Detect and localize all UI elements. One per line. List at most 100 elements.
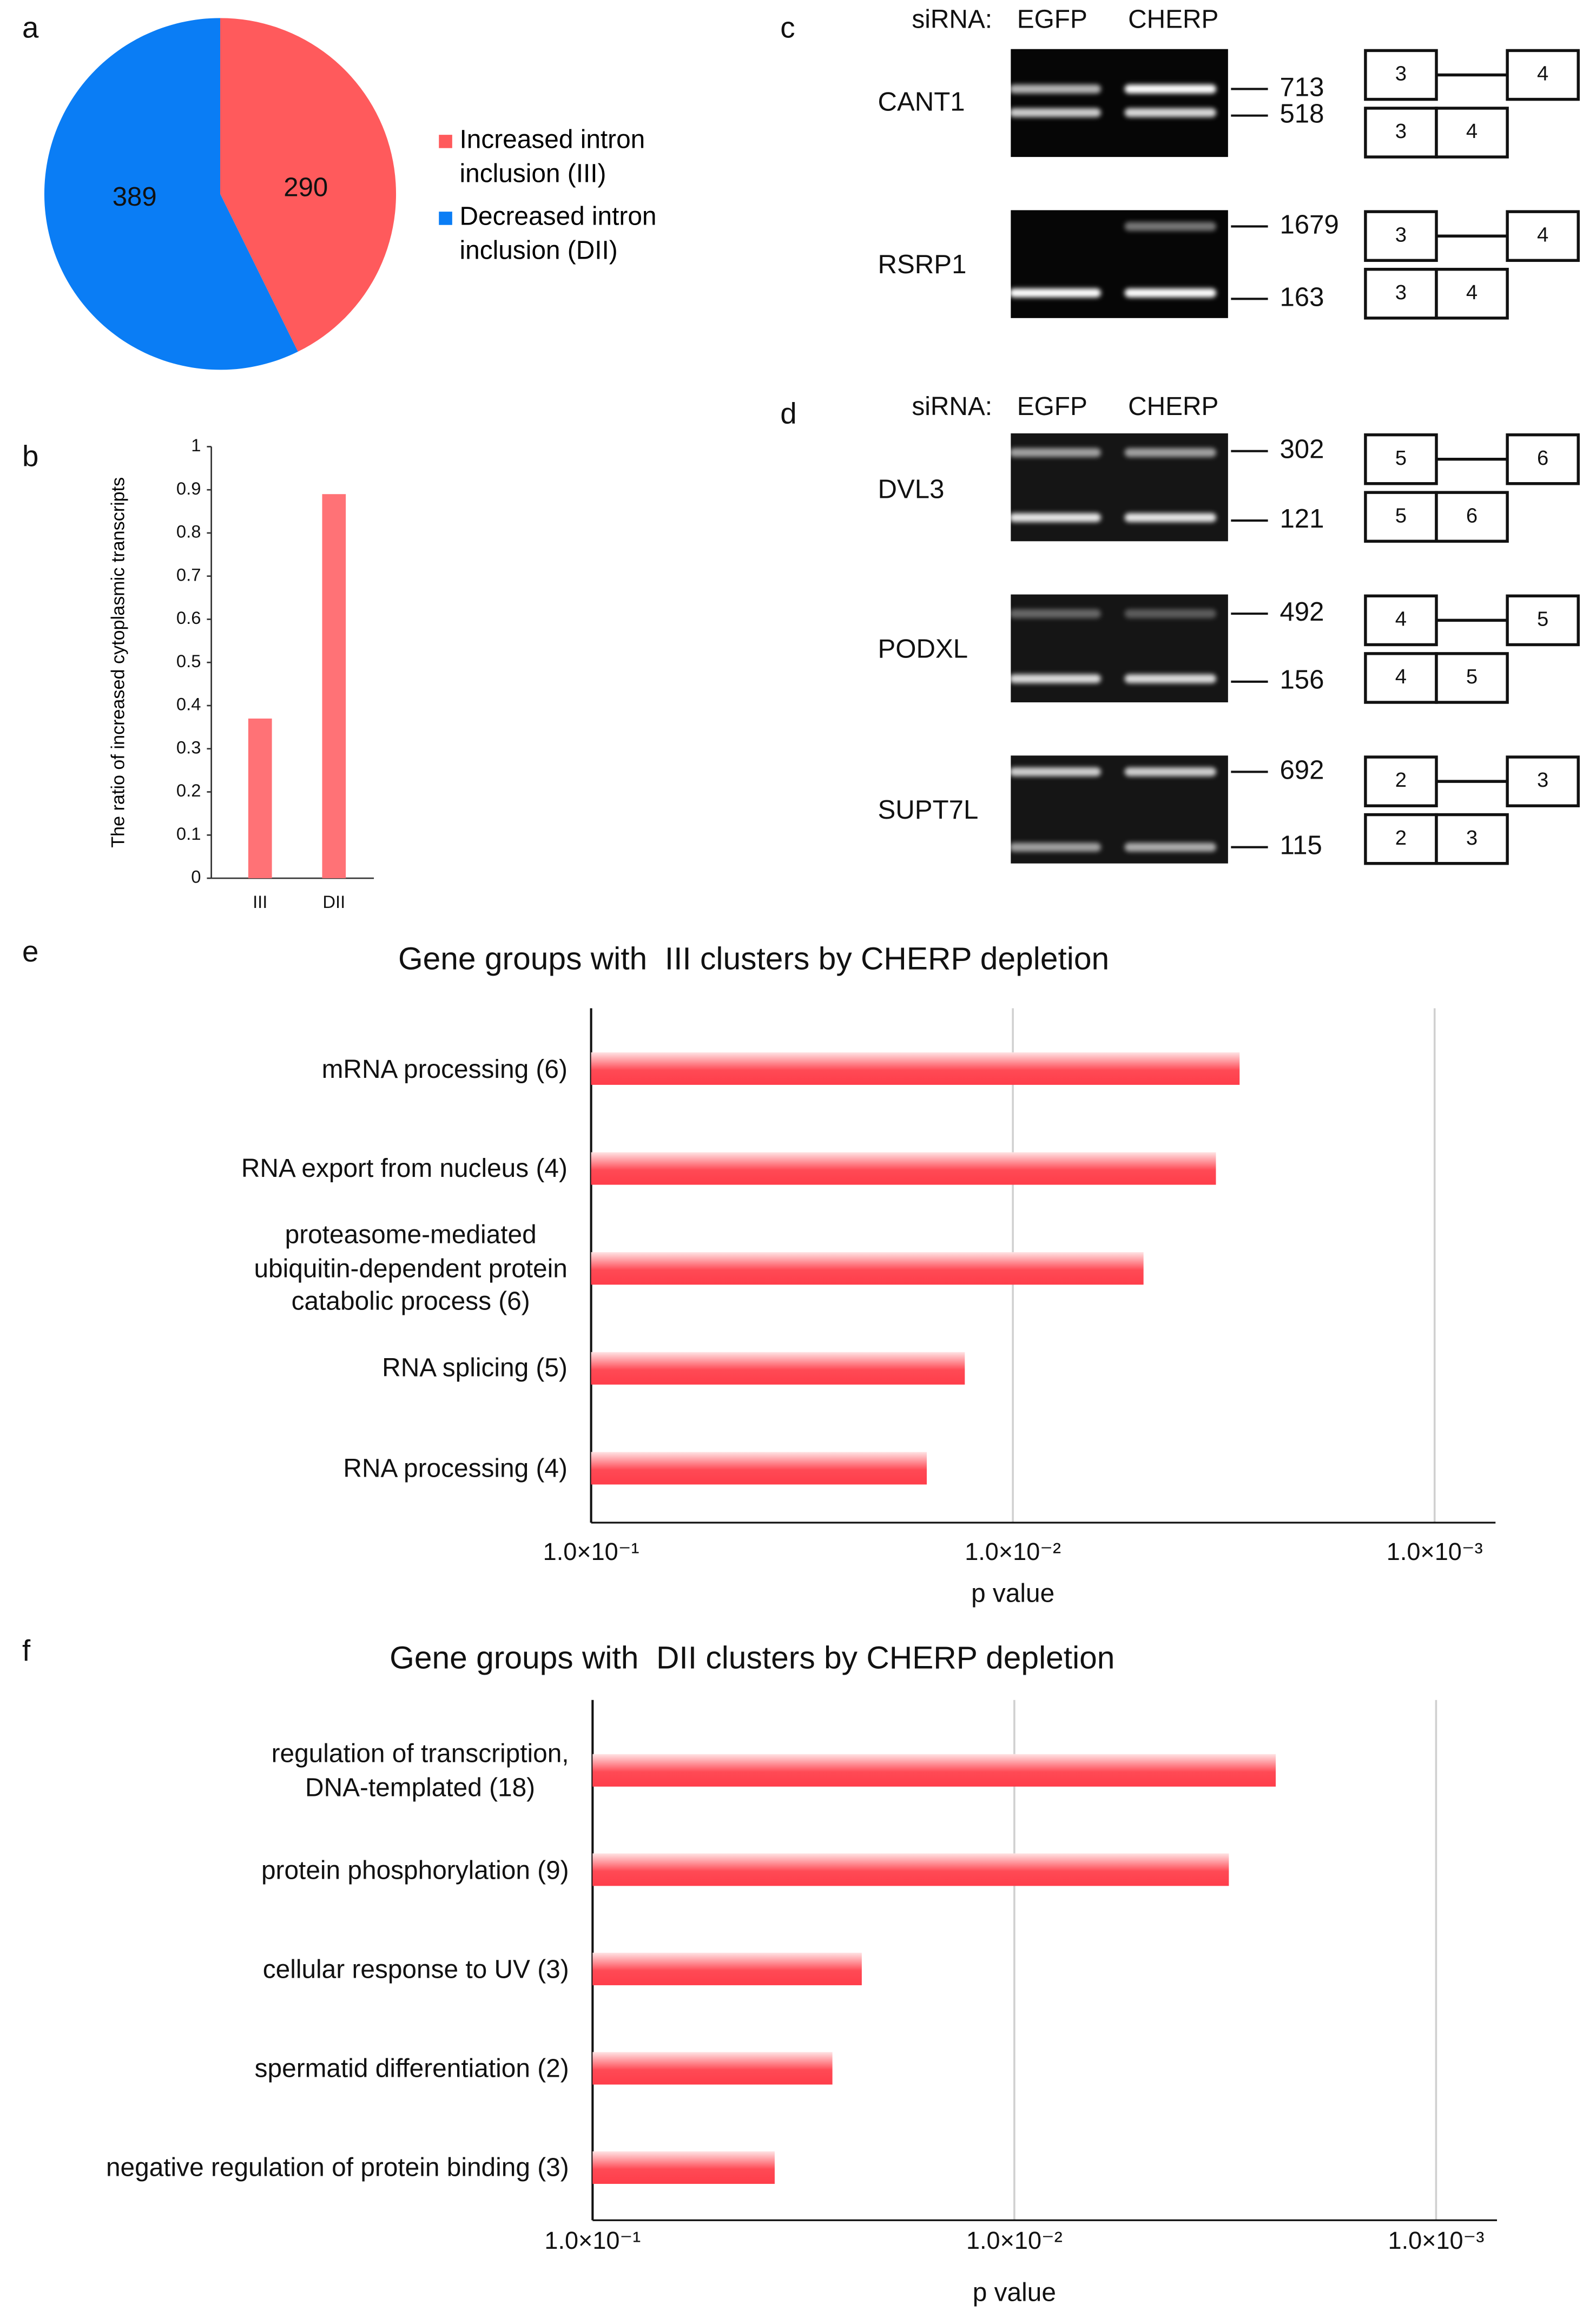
exon-label: 2: [1395, 826, 1407, 850]
gel-band: [1009, 674, 1101, 683]
exon-box: [1435, 652, 1509, 704]
gel-band: [1124, 609, 1217, 618]
bar: [322, 494, 346, 879]
category-label-row: cellular response to UV (3): [8, 1919, 569, 2019]
gel-band: [1009, 84, 1101, 94]
category-label: RNA processing (4): [343, 1453, 568, 1483]
exon-label: 4: [1395, 608, 1407, 631]
category-label-box: mRNA processing (6): [8, 1019, 568, 1119]
size-label: 163: [1280, 282, 1324, 312]
chart-title: Gene groups with DII clusters by CHERP d…: [390, 1641, 1114, 1676]
size-label: 692: [1280, 755, 1324, 785]
x-tick-label: 1.0×10⁻³: [1387, 1538, 1483, 1565]
exon-box: [1506, 755, 1580, 807]
exon-label: 5: [1395, 504, 1407, 527]
category-label: cellular response to UV (3): [262, 1953, 569, 1984]
x-tick-label: DII: [322, 892, 345, 912]
x-axis-title: p value: [973, 2278, 1056, 2307]
category-label-row: spermatid differentiation (2): [8, 2019, 569, 2118]
exon-box: [1435, 107, 1509, 159]
gel-band: [1009, 288, 1101, 298]
y-tick-label: 0.7: [176, 564, 201, 584]
y-tick-label: 0.6: [176, 608, 201, 628]
exon-label: 5: [1395, 446, 1407, 470]
gel-band: [1124, 288, 1217, 298]
size-label: 518: [1280, 99, 1324, 129]
x-axis-title: p value: [971, 1579, 1054, 1608]
exon-box: [1364, 433, 1438, 485]
y-axis-title-box: The ratio of increased cytoplasmic trans…: [108, 477, 128, 848]
y-tick-label: 0.9: [176, 478, 201, 498]
exon-box: [1506, 594, 1580, 647]
exon-label: 3: [1395, 281, 1407, 304]
category-label-box: protein phosphorylation (9): [8, 1820, 569, 1920]
x-tick-label: 1.0×10⁻¹: [544, 2227, 641, 2254]
gene-label: CANT1: [878, 87, 965, 117]
exon-label: 5: [1466, 665, 1478, 688]
size-label: 302: [1280, 434, 1324, 464]
exon-box: [1364, 49, 1438, 101]
category-label: mRNA processing (6): [321, 1053, 568, 1083]
exon-label: 4: [1466, 120, 1478, 143]
gel-image: [1011, 49, 1228, 157]
category-label-row: negative regulation of protein binding (…: [8, 2118, 569, 2217]
exon-box: [1506, 49, 1580, 101]
exon-label: 3: [1466, 826, 1478, 850]
gel-band: [1009, 767, 1101, 776]
lane-label: CHERP: [1128, 5, 1218, 34]
exon-label: 4: [1466, 281, 1478, 304]
exon-label: 6: [1537, 446, 1548, 470]
gel-band: [1124, 767, 1217, 776]
gel-band: [1124, 448, 1217, 457]
gel-band: [1009, 842, 1101, 852]
category-label-row: RNA export from nucleus (4): [8, 1118, 568, 1219]
category-label-row: RNA splicing (5): [8, 1318, 568, 1418]
x-tick-label: 1.0×10⁻³: [1388, 2227, 1485, 2254]
gel-band: [1124, 84, 1217, 94]
bar: [592, 1952, 862, 1985]
bar: [591, 1152, 1216, 1185]
exon-box: [1506, 210, 1580, 262]
y-tick-label: 0.3: [176, 737, 201, 757]
category-label: RNA splicing (5): [382, 1353, 568, 1383]
lane-label: CHERP: [1128, 392, 1218, 421]
y-tick-label: 0: [191, 867, 201, 887]
bar: [592, 1853, 1229, 1886]
gene-label: RSRP1: [878, 249, 967, 279]
y-tick-label: 0.5: [176, 651, 201, 671]
x-tick-label: III: [253, 892, 267, 912]
gel-band: [1124, 108, 1217, 117]
gel-band: [1124, 513, 1217, 522]
category-label-row: protein phosphorylation (9): [8, 1820, 569, 1920]
legend-swatch: [439, 135, 452, 148]
category-label-row: mRNA processing (6): [8, 1019, 568, 1119]
size-label: 492: [1280, 597, 1324, 627]
lane-label: EGFP: [1017, 5, 1087, 34]
bar: [591, 1052, 1240, 1085]
y-tick-label: 0.1: [176, 824, 201, 844]
gene-label: SUPT7L: [878, 795, 979, 825]
category-label: proteasome-mediated ubiquitin-dependent …: [254, 1220, 568, 1316]
category-label-box: RNA processing (4): [343, 1453, 568, 1483]
y-tick-label: 0.2: [176, 780, 201, 800]
exon-box: [1435, 267, 1509, 320]
size-label: 115: [1280, 831, 1322, 860]
bar: [591, 1452, 927, 1485]
pie-slice: [44, 18, 298, 370]
exon-box: [1435, 491, 1509, 543]
exon-box: [1364, 652, 1438, 704]
sirna-label: siRNA:: [912, 5, 992, 34]
exon-label: 3: [1395, 120, 1407, 143]
pie-slice: [220, 18, 397, 352]
category-label: protein phosphorylation (9): [261, 1854, 569, 1884]
exon-box: [1364, 210, 1438, 262]
gel-band: [1009, 108, 1101, 117]
exon-label: 3: [1395, 62, 1407, 85]
gel-band: [1124, 842, 1217, 852]
panel-label: a: [22, 11, 39, 44]
panel-label: b: [22, 440, 38, 473]
category-label-box: cellular response to UV (3): [8, 1919, 569, 2019]
category-label-row: proteasome-mediated ubiquitin-dependent …: [8, 1219, 568, 1319]
